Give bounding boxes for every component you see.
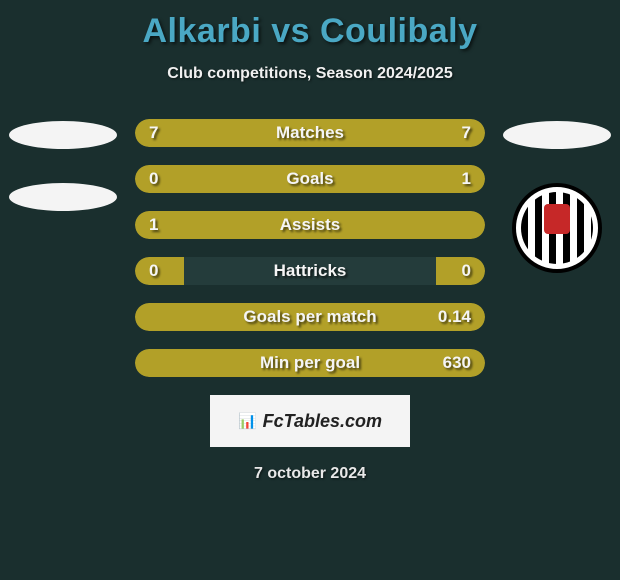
main-row: 77Matches01Goals1Assists00Hattricks0.14G… [0,119,620,377]
stat-value-right: 630 [443,349,471,377]
player-avatar-right [503,121,611,149]
stat-value-left: 1 [149,211,158,239]
stat-value-left: 7 [149,119,158,147]
left-player-col [9,121,117,211]
club-logo-right [512,183,602,273]
stat-value-left: 0 [149,165,158,193]
bar-fill [135,119,485,147]
stat-value-right: 0.14 [438,303,471,331]
subtitle: Club competitions, Season 2024/2025 [167,65,452,83]
comparison-card: Alkarbi vs Coulibaly Club competitions, … [0,0,620,483]
stat-value-right: 0 [462,257,471,285]
timestamp: 7 october 2024 [254,465,366,483]
club-logo-stripes [521,192,593,264]
stat-row: 01Goals [135,165,485,193]
club-logo-left-blank [9,183,117,211]
player-avatar-left [9,121,117,149]
stat-row: 77Matches [135,119,485,147]
stat-value-right: 7 [462,119,471,147]
bar-fill-left [135,211,485,239]
bar-fill-right [135,349,485,377]
stats-bars: 77Matches01Goals1Assists00Hattricks0.14G… [135,119,485,377]
page-title: Alkarbi vs Coulibaly [143,12,478,51]
stat-row: 1Assists [135,211,485,239]
stat-value-right: 1 [462,165,471,193]
stat-row: 0 0Hattricks [135,257,485,285]
source-badge-text: FcTables.com [263,411,382,432]
club-logo-figure [544,204,570,234]
bar-fill-left [135,257,184,285]
right-player-col [503,121,611,273]
stat-label: Hattricks [135,257,485,285]
bar-fill-right [436,257,485,285]
chart-icon: 📊 [238,412,257,430]
bar-fill-right [135,303,485,331]
stat-row: 630Min per goal [135,349,485,377]
stat-row: 0.14Goals per match [135,303,485,331]
bar-fill [135,165,485,193]
source-badge[interactable]: 📊 FcTables.com [210,395,410,447]
stat-value-left: 0 [149,257,158,285]
